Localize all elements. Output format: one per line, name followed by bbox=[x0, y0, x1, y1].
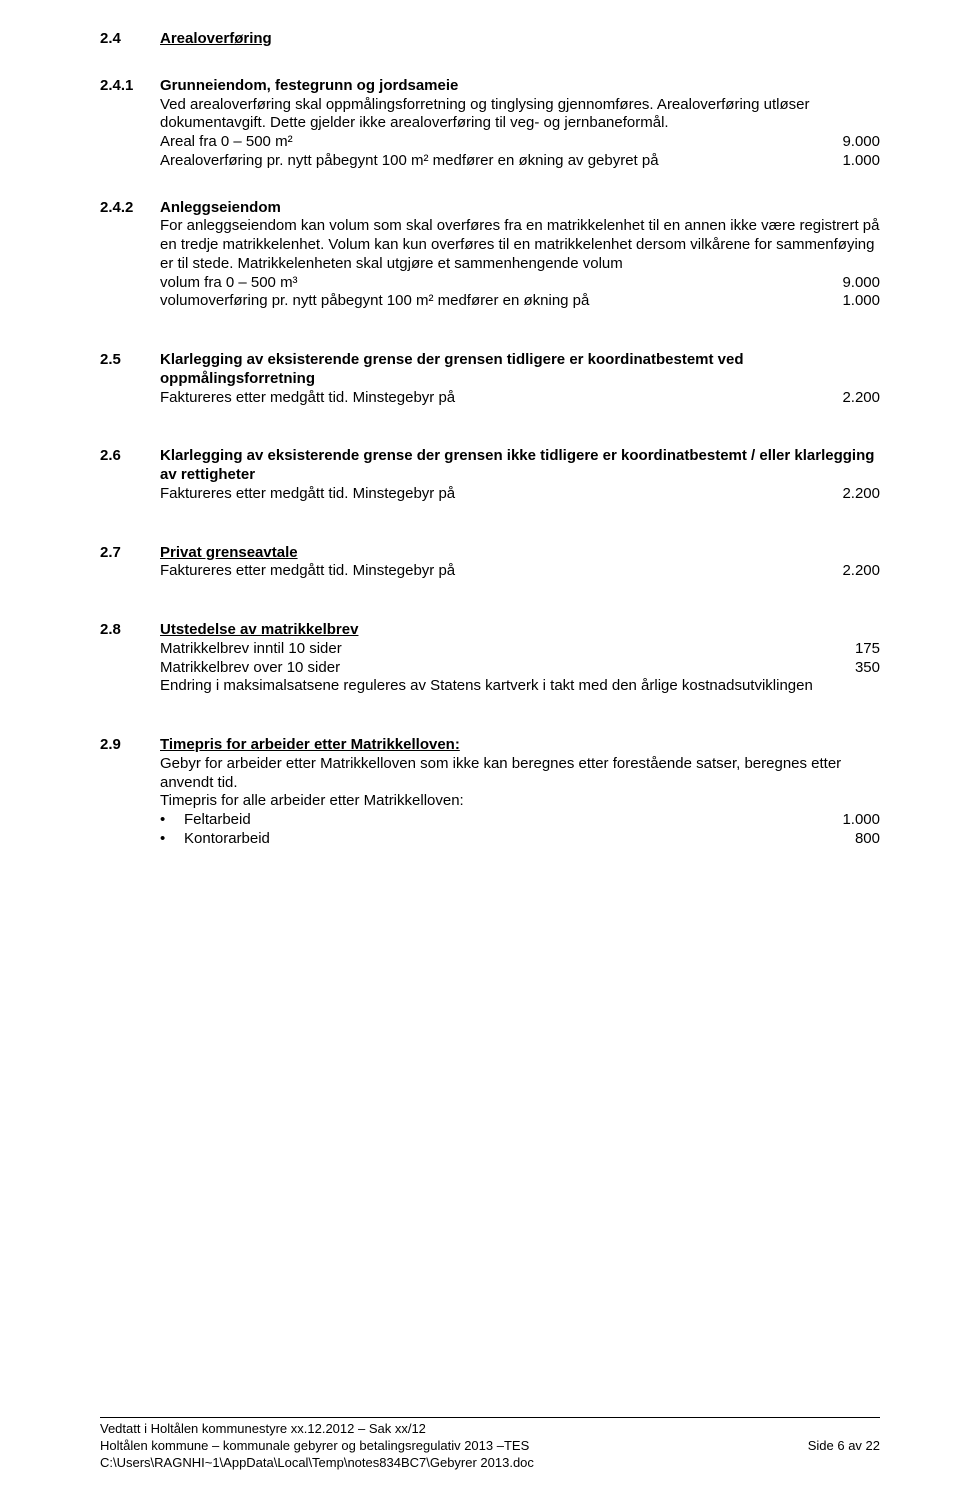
fee-amount: 350 bbox=[800, 659, 880, 678]
bullet-text: Feltarbeid bbox=[184, 811, 800, 830]
section-number: 2.4.1 bbox=[100, 77, 160, 96]
fee-amount: 1.000 bbox=[800, 292, 880, 311]
footer-line: Vedtatt i Holtålen kommunestyre xx.12.20… bbox=[100, 1421, 880, 1438]
fee-line-text: Matrikkelbrev over 10 sider bbox=[160, 659, 800, 678]
fee-amount: 175 bbox=[800, 640, 880, 659]
section-title: Grunneiendom, festegrunn og jordsameie bbox=[160, 77, 880, 96]
fee-amount: 800 bbox=[800, 830, 880, 849]
section-2-4-1: 2.4.1 Grunneiendom, festegrunn og jordsa… bbox=[100, 77, 880, 171]
bullet-icon: • bbox=[160, 830, 184, 849]
body-text: Gebyr for arbeider etter Matrikkelloven … bbox=[160, 755, 880, 793]
section-2-7: 2.7 Privat grenseavtale Faktureres etter… bbox=[100, 544, 880, 582]
fee-amount: 2.200 bbox=[800, 389, 880, 408]
body-text: Ved arealoverføring skal oppmålingsforre… bbox=[160, 96, 880, 134]
bullet-text: Kontorarbeid bbox=[184, 830, 800, 849]
section-number: 2.4.2 bbox=[100, 199, 160, 218]
section-number: 2.7 bbox=[100, 544, 160, 563]
page-number: Side 6 av 22 bbox=[808, 1438, 880, 1455]
fee-line-text: Matrikkelbrev inntil 10 sider bbox=[160, 640, 800, 659]
section-title: Utstedelse av matrikkelbrev bbox=[160, 621, 880, 640]
fee-line-text: Arealoverføring pr. nytt påbegynt 100 m²… bbox=[160, 152, 800, 171]
fee-line-text: Faktureres etter medgått tid. Minstegeby… bbox=[160, 485, 800, 504]
fee-line-text: Areal fra 0 – 500 m² bbox=[160, 133, 800, 152]
fee-amount: 2.200 bbox=[800, 485, 880, 504]
fee-line-text: volumoverføring pr. nytt påbegynt 100 m²… bbox=[160, 292, 800, 311]
section-2-8: 2.8 Utstedelse av matrikkelbrev Matrikke… bbox=[100, 621, 880, 696]
footer-line: C:\Users\RAGNHI~1\AppData\Local\Temp\not… bbox=[100, 1455, 880, 1472]
section-2-5: 2.5 Klarlegging av eksisterende grense d… bbox=[100, 351, 880, 407]
fee-amount: 9.000 bbox=[800, 274, 880, 293]
section-2-9: 2.9 Timepris for arbeider etter Matrikke… bbox=[100, 736, 880, 849]
fee-amount: 2.200 bbox=[800, 562, 880, 581]
fee-line-text: volum fra 0 – 500 m³ bbox=[160, 274, 800, 293]
page-footer: Vedtatt i Holtålen kommunestyre xx.12.20… bbox=[100, 1417, 880, 1472]
section-title: Klarlegging av eksisterende grense der g… bbox=[160, 447, 880, 485]
fee-amount: 9.000 bbox=[800, 133, 880, 152]
section-number: 2.9 bbox=[100, 736, 160, 755]
fee-line-text: Faktureres etter medgått tid. Minstegeby… bbox=[160, 389, 800, 408]
body-text: Endring i maksimalsatsene reguleres av S… bbox=[160, 677, 880, 696]
section-title: Klarlegging av eksisterende grense der g… bbox=[160, 351, 880, 389]
section-title: Timepris for arbeider etter Matrikkellov… bbox=[160, 736, 880, 755]
footer-line: Holtålen kommune – kommunale gebyrer og … bbox=[100, 1438, 808, 1455]
section-title: Privat grenseavtale bbox=[160, 544, 880, 563]
section-number: 2.8 bbox=[100, 621, 160, 640]
section-title: Anleggseiendom bbox=[160, 199, 880, 218]
body-text: For anleggseiendom kan volum som skal ov… bbox=[160, 217, 880, 273]
section-number: 2.4 bbox=[100, 30, 160, 49]
section-2-4: 2.4 Arealoverføring bbox=[100, 30, 880, 49]
fee-amount: 1.000 bbox=[800, 811, 880, 830]
section-number: 2.5 bbox=[100, 351, 160, 370]
section-number: 2.6 bbox=[100, 447, 160, 466]
section-2-6: 2.6 Klarlegging av eksisterende grense d… bbox=[100, 447, 880, 503]
fee-amount: 1.000 bbox=[800, 152, 880, 171]
body-text: Timepris for alle arbeider etter Matrikk… bbox=[160, 792, 880, 811]
fee-line-text: Faktureres etter medgått tid. Minstegeby… bbox=[160, 562, 800, 581]
bullet-icon: • bbox=[160, 811, 184, 830]
section-2-4-2: 2.4.2 Anleggseiendom For anleggseiendom … bbox=[100, 199, 880, 312]
section-title: Arealoverføring bbox=[160, 30, 800, 49]
